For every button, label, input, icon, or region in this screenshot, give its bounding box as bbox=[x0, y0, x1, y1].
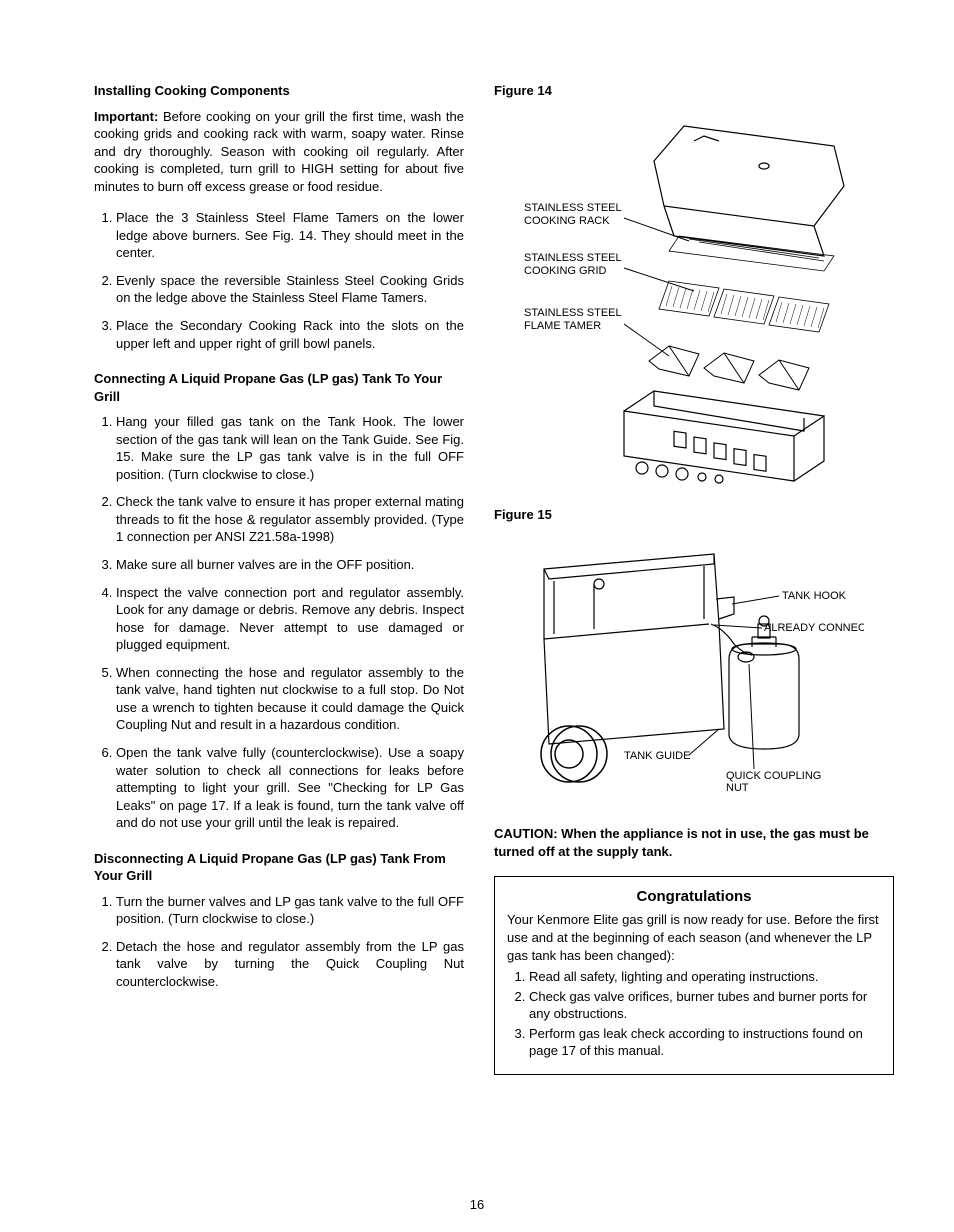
figure14-label: Figure 14 bbox=[494, 82, 894, 100]
list-item: Open the tank valve fully (counterclockw… bbox=[116, 744, 464, 832]
left-column: Installing Cooking Components Important:… bbox=[94, 82, 464, 1192]
list-item: Perform gas leak check according to inst… bbox=[529, 1025, 881, 1060]
list-item: Read all safety, lighting and operating … bbox=[529, 968, 881, 986]
list-item: Detach the hose and regulator assembly f… bbox=[116, 938, 464, 991]
page: Installing Cooking Components Important:… bbox=[0, 0, 954, 1232]
congrats-list: Read all safety, lighting and operating … bbox=[507, 968, 881, 1060]
fig14-label2-line2: COOKING GRID bbox=[524, 265, 607, 277]
page-number: 16 bbox=[0, 1197, 954, 1212]
list-item: Inspect the valve connection port and re… bbox=[116, 584, 464, 654]
figure15-label: Figure 15 bbox=[494, 506, 894, 524]
fig15-label-guide: TANK GUIDE bbox=[624, 750, 690, 762]
list-item: Make sure all burner valves are in the O… bbox=[116, 556, 464, 574]
caution-text: CAUTION: When the appliance is not in us… bbox=[494, 825, 894, 860]
fig15-label-coupling-l1: QUICK COUPLING bbox=[726, 770, 821, 782]
list-item: Turn the burner valves and LP gas tank v… bbox=[116, 893, 464, 928]
congrats-intro: Your Kenmore Elite gas grill is now read… bbox=[507, 911, 881, 964]
figure14-diagram: STAINLESS STEEL COOKING RACK STAINLESS S… bbox=[494, 106, 864, 506]
list-item: Evenly space the reversible Stainless St… bbox=[116, 272, 464, 307]
fig14-label1-line2: COOKING RACK bbox=[524, 215, 610, 227]
fig14-label1-line1: STAINLESS STEEL bbox=[524, 202, 622, 214]
list-item: Place the 3 Stainless Steel Flame Tamers… bbox=[116, 209, 464, 262]
fig14-label3-line1: STAINLESS STEEL bbox=[524, 307, 622, 319]
fig15-label-tankhook: TANK HOOK bbox=[782, 590, 847, 602]
fig14-label3-line2: FLAME TAMER bbox=[524, 320, 601, 332]
heading-disconnecting: Disconnecting A Liquid Propane Gas (LP g… bbox=[94, 850, 464, 885]
list-item: Check gas valve orifices, burner tubes a… bbox=[529, 988, 881, 1023]
list-item: Hang your filled gas tank on the Tank Ho… bbox=[116, 413, 464, 483]
congratulations-box: Congratulations Your Kenmore Elite gas g… bbox=[494, 876, 894, 1075]
list-item: When connecting the hose and regulator a… bbox=[116, 664, 464, 734]
fig15-label-connected: ALREADY CONNECTED bbox=[764, 622, 864, 634]
list-item: Check the tank valve to ensure it has pr… bbox=[116, 493, 464, 546]
figure15-diagram: TANK HOOK ALREADY CONNECTED TANK GUIDE Q… bbox=[494, 529, 864, 809]
fig14-label2-line1: STAINLESS STEEL bbox=[524, 252, 622, 264]
important-paragraph: Important: Before cooking on your grill … bbox=[94, 108, 464, 196]
right-column: Figure 14 STAINLESS STEEL COOKING RACK S… bbox=[494, 82, 894, 1192]
important-label: Important: bbox=[94, 109, 158, 124]
heading-connecting: Connecting A Liquid Propane Gas (LP gas)… bbox=[94, 370, 464, 405]
connect-list: Hang your filled gas tank on the Tank Ho… bbox=[94, 413, 464, 831]
install-list: Place the 3 Stainless Steel Flame Tamers… bbox=[94, 209, 464, 352]
congrats-title: Congratulations bbox=[507, 887, 881, 907]
disconnect-list: Turn the burner valves and LP gas tank v… bbox=[94, 893, 464, 991]
fig15-label-coupling-l2: NUT bbox=[726, 782, 749, 794]
list-item: Place the Secondary Cooking Rack into th… bbox=[116, 317, 464, 352]
heading-installing: Installing Cooking Components bbox=[94, 82, 464, 100]
